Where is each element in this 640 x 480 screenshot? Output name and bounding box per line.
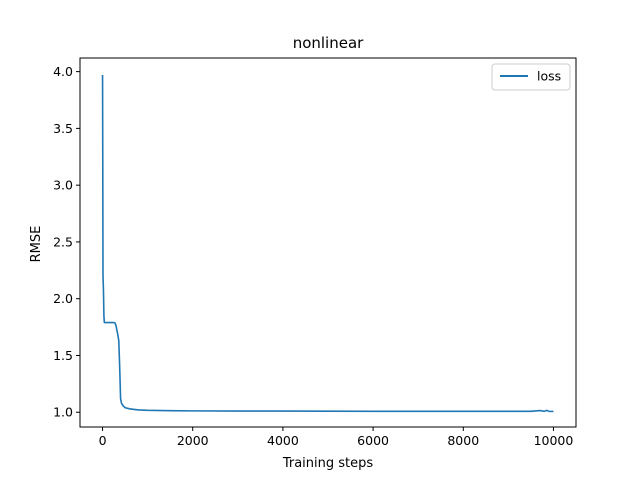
legend-label: loss [537, 69, 561, 84]
plot-frame [79, 57, 577, 428]
x-axis-label: Training steps [282, 456, 374, 471]
x-tick-label: 6000 [357, 433, 389, 448]
x-tick-label: 2000 [177, 433, 209, 448]
legend-box [491, 63, 571, 91]
y-tick-label: 2.5 [53, 234, 73, 249]
series-line-loss [101, 75, 554, 413]
y-tick-label: 4.0 [53, 64, 73, 79]
y-axis-label: RMSE [29, 226, 44, 263]
y-tick-label: 1.0 [53, 405, 73, 420]
x-tick-label: 8000 [447, 433, 479, 448]
y-tick-label: 2.0 [53, 291, 73, 306]
plot-area: 0 2000 4000 6000 8000 10000 1.0 1.5 2.0 2.5 3.0 3.5… [53, 57, 577, 448]
y-tick-label: 3.0 [53, 178, 73, 193]
x-tick-label: 0 [99, 433, 107, 448]
chart-title: nonlinear [293, 34, 364, 52]
legend: loss [491, 63, 571, 91]
y-tick-label: 3.5 [53, 121, 73, 136]
x-tick-label: 4000 [267, 433, 299, 448]
x-tick-label: 10000 [534, 433, 574, 448]
y-tick-label: 1.5 [53, 348, 73, 363]
